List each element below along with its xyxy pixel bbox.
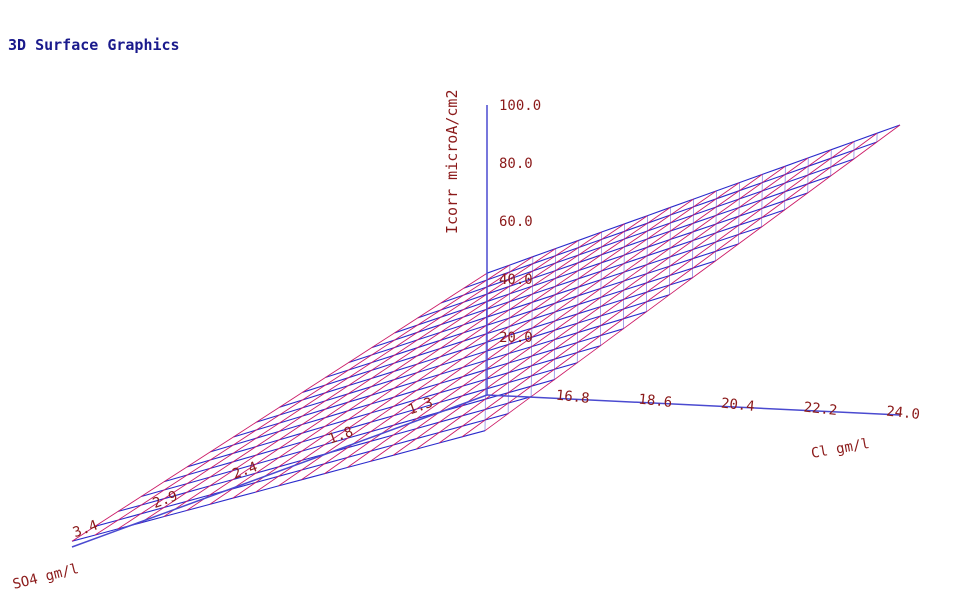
mesh-hatch [600,231,602,346]
mesh-line-so4 [140,248,557,524]
x-axis-line [486,394,901,416]
z-tick-label: 80.0 [499,156,533,172]
mesh-hatch [507,264,511,414]
z-tick-label: 100.0 [499,98,541,114]
mesh-hatch [553,248,557,380]
chart-title: 3D Surface Graphics [8,36,180,54]
z-tick-label: 20.0 [499,330,533,346]
x-tick-label: 16.8 [555,388,590,407]
z-axis-label: Icorr microA/cm2 [443,90,461,235]
x-tick-label: 24.0 [885,404,920,423]
axes [71,105,901,548]
mesh-line-so4 [94,264,511,536]
mesh-hatch [784,166,786,210]
mesh-line-so4 [209,223,625,505]
mesh-hatch [623,223,625,329]
y-axis-label: SO4 gm/l [11,561,80,591]
mesh-line-so4 [255,206,671,493]
z-tick-label: 60.0 [499,214,533,230]
mesh-line-so4 [484,124,901,432]
mesh-hatch [646,215,648,312]
mesh-line-so4 [117,256,534,530]
mesh-hatch [761,174,763,227]
mesh-hatch [715,190,717,261]
surface-mesh [71,124,901,542]
mesh-hatch [669,207,671,295]
x-axis-label: Cl gm/l [810,436,871,462]
z-tick-label: 40.0 [499,272,533,288]
mesh-hatch [576,240,580,363]
mesh-hatch [738,182,740,244]
y-axis-line [71,394,488,548]
x-tick-label: 22.2 [803,400,838,419]
mesh-line-so4 [71,272,488,542]
mesh-hatch [692,199,694,278]
mesh-hatch [530,256,534,397]
x-tick-label: 18.6 [638,392,673,411]
x-tick-label: 20.4 [720,396,755,415]
